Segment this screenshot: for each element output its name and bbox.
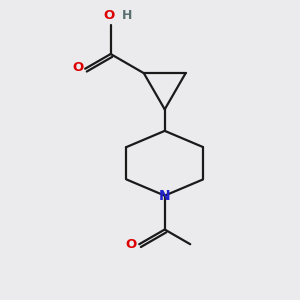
- Text: H: H: [122, 9, 132, 22]
- Text: O: O: [72, 61, 84, 74]
- Text: O: O: [125, 238, 136, 251]
- Text: N: N: [159, 189, 170, 202]
- Text: O: O: [103, 9, 115, 22]
